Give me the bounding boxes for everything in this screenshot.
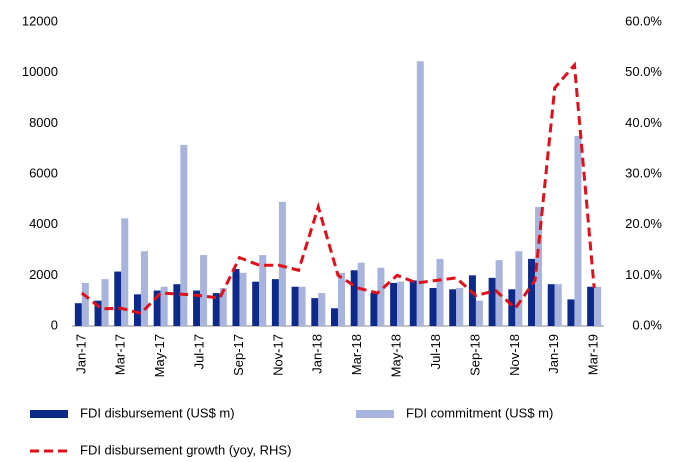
legend-label: FDI disbursement (US$ m) [80,405,235,420]
bar [508,289,516,326]
y-tick-label: 4000 [29,216,58,231]
x-tick-label: Mar-17 [113,334,128,375]
bar [370,293,378,326]
y2-tick-label: 20.0% [625,216,662,231]
bar [94,300,102,326]
bar [81,282,89,326]
bar [528,258,536,326]
bar [468,275,476,326]
bar [429,288,437,326]
y2-tick-label: 0.0% [632,317,662,332]
bar [390,282,398,326]
bar [311,298,319,326]
bar [331,308,338,326]
bar [219,288,227,326]
legend-label: FDI commitment (US$ m) [406,405,553,420]
x-tick-label: Sep-17 [231,334,246,376]
bar [114,271,122,326]
legend-swatch [356,410,394,418]
bar [350,270,358,326]
x-tick-label: Jan-19 [546,334,561,374]
x-tick-label: Jul-17 [192,334,207,369]
bar [547,284,555,326]
bar [338,272,345,326]
bar [180,144,188,326]
bar [318,293,326,326]
x-tick-label: May-17 [152,334,167,377]
x-tick-label: Mar-18 [349,334,364,375]
y-tick-label: 6000 [29,165,58,180]
bar [416,61,424,327]
x-tick-label: Jan-18 [310,334,325,374]
y-tick-label: 8000 [29,115,58,130]
bar [449,289,457,326]
x-tick-label: Jul-18 [428,334,443,369]
bar [173,284,181,326]
bar [587,286,595,326]
x-tick-label: Nov-18 [507,334,522,376]
y-tick-label: 2000 [29,267,58,282]
bar [239,272,247,326]
x-tick-label: Nov-17 [270,334,285,376]
bar [193,290,201,326]
y2-tick-label: 40.0% [625,115,662,130]
bar [488,277,496,326]
bar [554,284,562,326]
y2-tick-label: 10.0% [625,267,662,282]
bar [535,206,543,326]
bar [594,286,602,326]
bar [397,281,405,326]
bar [200,255,208,326]
bar [252,281,260,326]
x-tick-label: Jan-17 [73,334,88,374]
bar [232,269,240,326]
bar [298,286,306,326]
bar [153,290,161,326]
line [80,61,596,316]
bar [278,201,286,326]
bar [456,288,464,326]
bar [475,300,483,326]
y-tick-label: 0 [51,317,58,332]
x-tick-label: Sep-18 [467,334,482,376]
bar [121,218,129,326]
bar [160,286,168,326]
bar [357,262,365,326]
bar [567,299,575,326]
bar [409,280,417,326]
bar [101,279,109,326]
y2-tick-label: 60.0% [625,13,662,28]
bar [140,251,148,326]
y2-tick-label: 50.0% [625,64,662,79]
bar [574,136,582,326]
bar [377,267,385,326]
bar [133,294,141,326]
legend-label: FDI disbursement growth (yoy, RHS) [80,442,291,457]
y-tick-label: 12000 [22,13,58,28]
bar [74,303,82,326]
bar [271,279,279,326]
x-tick-label: May-18 [389,334,404,377]
bar [291,286,299,326]
y-tick-label: 10000 [22,64,58,79]
bar [259,255,267,326]
bar [515,251,523,326]
bar [212,293,220,326]
bar [436,258,444,326]
x-tick-label: Mar-19 [586,334,601,375]
y2-tick-label: 30.0% [625,165,662,180]
legend-swatch [30,410,68,418]
